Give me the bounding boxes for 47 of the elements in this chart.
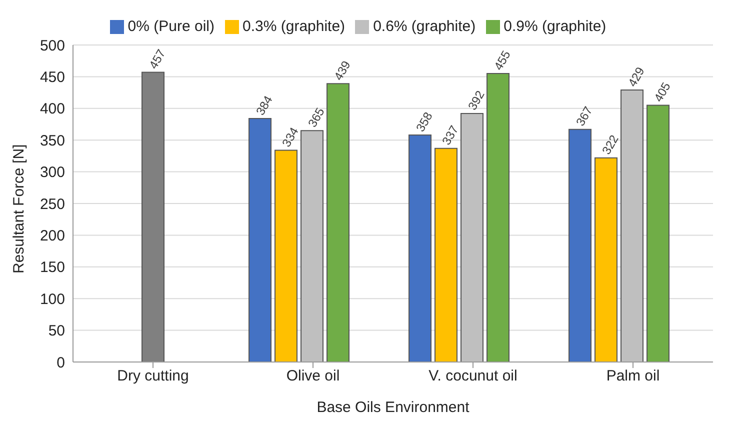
bar (300, 130, 324, 362)
data-label: 365 (305, 105, 328, 130)
data-label: 429 (625, 64, 648, 90)
data-label: 367 (573, 104, 596, 128)
x-tick-label: Olive oil (286, 368, 340, 385)
data-label: 457 (146, 46, 169, 72)
data-label: 405 (651, 80, 674, 104)
data-label: 334 (279, 124, 302, 150)
bar (568, 128, 592, 362)
data-label: 322 (599, 132, 622, 157)
y-tick-label: 500 (40, 37, 65, 54)
bar (408, 134, 432, 362)
bar (460, 112, 484, 362)
y-tick-label: 400 (40, 100, 65, 118)
y-tick-label: 150 (40, 259, 65, 276)
legend-label: 0.3% (graphite) (242, 18, 346, 35)
y-tick-label: 50 (48, 322, 65, 340)
y-tick-label: 350 (40, 132, 65, 150)
legend-label: 0.6% (graphite) (373, 18, 476, 35)
x-tick-label: Palm oil (606, 368, 660, 385)
y-axis-title: Resultant Force [N] (10, 144, 28, 274)
data-label: 337 (439, 122, 462, 148)
y-tick-label: 100 (40, 290, 65, 308)
legend-label: 0.9% (graphite) (504, 18, 606, 35)
y-tick-label: 250 (40, 196, 65, 213)
bar (274, 150, 298, 362)
data-label: 392 (465, 88, 488, 113)
legend-label: 0% (Pure oil) (128, 18, 214, 35)
bar (620, 90, 644, 362)
y-tick-label: 300 (40, 164, 65, 182)
x-tick-label: V. cocunut oil (428, 368, 518, 385)
x-tick-label: Dry cutting (117, 368, 189, 385)
bar (326, 83, 350, 362)
data-label: 384 (253, 93, 276, 118)
bar (248, 118, 272, 362)
y-tick-label: 450 (40, 69, 65, 86)
bar (434, 148, 458, 362)
bar (646, 104, 670, 362)
data-label: 358 (413, 109, 436, 134)
bar (486, 73, 510, 362)
y-tick-label: 0 (56, 354, 65, 372)
x-axis-title: Base Oils Environment (316, 399, 470, 416)
data-label: 439 (331, 58, 354, 83)
bar (142, 72, 164, 362)
y-tick-label: 200 (40, 228, 65, 245)
data-label: 455 (491, 48, 514, 73)
bar (594, 157, 618, 362)
